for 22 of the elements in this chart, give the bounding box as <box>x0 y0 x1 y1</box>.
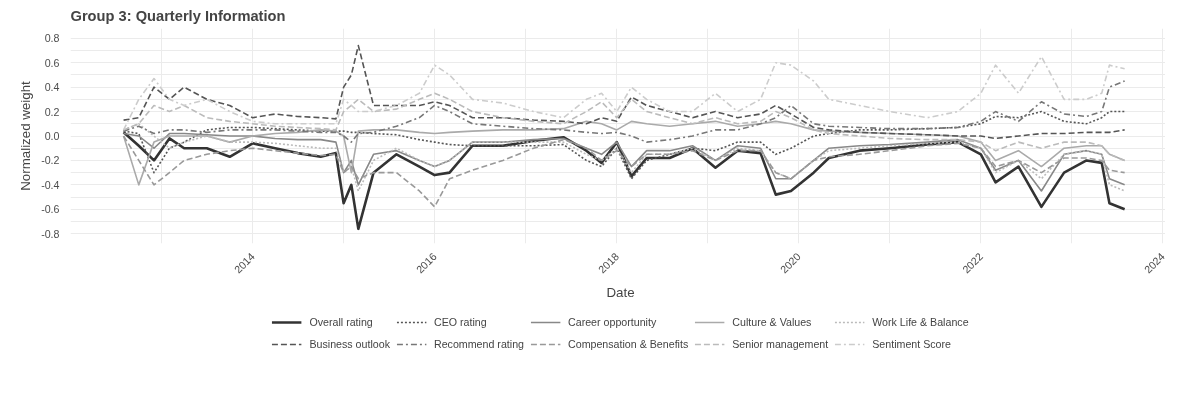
legend-label: Business outlook <box>309 337 390 352</box>
legend-label: Overall rating <box>309 315 373 330</box>
legend-label: Sentiment Score <box>872 337 952 352</box>
chart-title: Group 3: Quarterly Information <box>70 7 286 24</box>
y-tick-label: -0.2 <box>41 154 60 167</box>
y-tick-label: -0.6 <box>41 203 60 216</box>
y-tick-label: 0.8 <box>44 32 60 45</box>
y-tick-label: 0.6 <box>44 56 60 69</box>
legend-label: Work Life & Balance <box>872 315 969 330</box>
y-tick-label: 0.0 <box>44 130 60 142</box>
y-axis-title: Normalized weight <box>18 80 34 191</box>
y-tick-label: 0.2 <box>44 105 60 118</box>
legend-label: Compensation & Benefits <box>568 337 689 352</box>
legend-label: Culture & Values <box>732 315 812 330</box>
legend-label: CEO rating <box>433 315 487 330</box>
legend-label: Recommend rating <box>433 337 525 352</box>
y-tick-label: -0.8 <box>41 227 60 240</box>
y-tick-label: 0.4 <box>44 81 60 94</box>
y-tick-label: -0.4 <box>41 178 60 191</box>
legend-label: Senior management <box>732 337 829 352</box>
legend-label: Career opportunity <box>568 315 657 330</box>
x-axis-title: Date <box>606 284 635 300</box>
